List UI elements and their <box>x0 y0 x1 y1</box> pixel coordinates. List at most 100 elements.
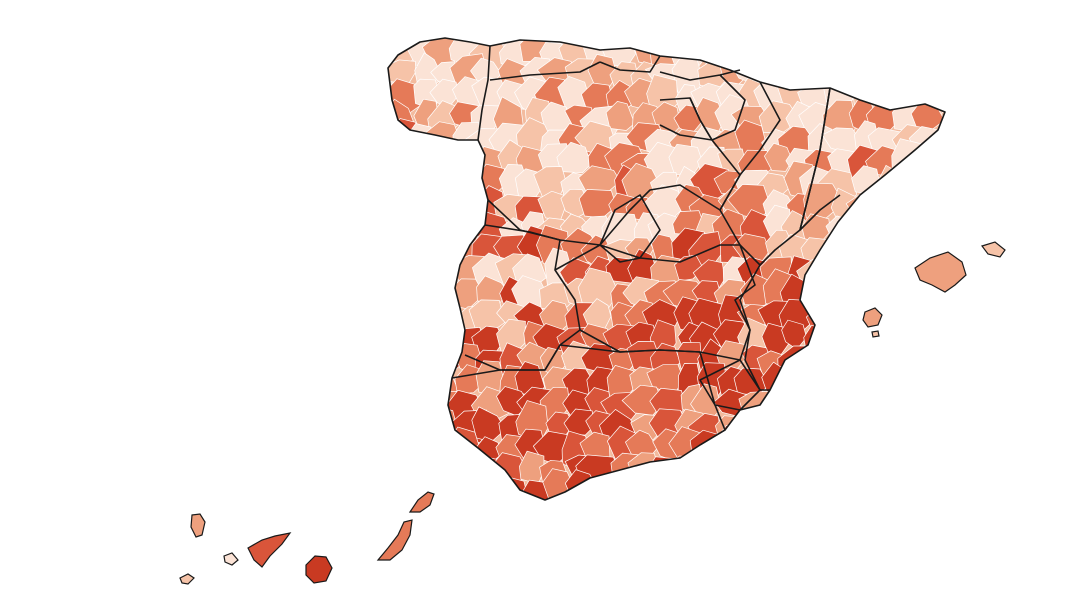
island-la-gomera <box>223 552 239 566</box>
border-basque <box>659 69 741 81</box>
territorial-unit <box>869 385 907 418</box>
territorial-unit <box>693 38 735 43</box>
territorial-unit <box>425 276 460 313</box>
territorial-unit <box>909 449 943 485</box>
territorial-unit <box>427 450 461 485</box>
territorial-unit <box>757 457 791 487</box>
territorial-unit <box>780 38 815 52</box>
territorial-unit <box>426 210 463 246</box>
territorial-unit <box>802 458 840 490</box>
territorial-unit <box>843 476 883 500</box>
territorial-unit <box>413 256 443 284</box>
territorial-unit <box>388 276 414 306</box>
territorial-unit <box>449 163 486 196</box>
territorial-unit <box>408 389 439 424</box>
territorial-unit <box>820 367 864 393</box>
territorial-unit <box>827 320 863 355</box>
territorial-unit <box>889 371 932 401</box>
territorial-unit <box>761 59 793 87</box>
territorial-unit <box>810 38 838 46</box>
territorial-unit <box>744 40 776 72</box>
territorial-unit <box>777 449 819 483</box>
territorial-unit <box>388 164 403 202</box>
territorial-unit <box>424 322 469 350</box>
territorial-unit <box>914 338 944 375</box>
region-borders <box>387 37 946 501</box>
border-catalonia <box>799 87 841 231</box>
territorial-unit <box>911 360 943 398</box>
island-ibiza <box>862 307 883 328</box>
territorial-unit <box>912 212 945 238</box>
territorial-unit <box>872 369 908 402</box>
border-andalucia <box>451 344 726 446</box>
territorial-unit <box>906 411 945 440</box>
territorial-unit <box>865 38 899 71</box>
territorial-unit <box>679 38 708 45</box>
territorial-unit <box>632 38 662 51</box>
territorial-unit <box>388 458 423 489</box>
territorial-unit <box>388 475 399 500</box>
territorial-unit <box>873 214 905 242</box>
territorial-unit <box>388 384 395 422</box>
territorial-unit <box>782 427 816 457</box>
territorial-unit <box>896 430 924 459</box>
territorial-unit <box>893 230 919 271</box>
territorial-unit <box>804 391 843 423</box>
territorial-unit <box>696 450 727 487</box>
territorial-unit <box>865 183 899 220</box>
territorial-unit <box>388 138 419 180</box>
island-mallorca <box>914 251 967 293</box>
territorial-unit <box>762 427 790 468</box>
territorial-unit <box>695 477 725 500</box>
territorial-unit <box>455 475 485 500</box>
territorial-unit <box>388 321 401 350</box>
border-galicia <box>477 45 491 141</box>
island-lanzarote <box>408 491 435 513</box>
territorial-unit <box>586 477 617 500</box>
territorial-unit <box>874 325 900 354</box>
territorial-unit <box>735 460 774 488</box>
territorial-unit <box>819 258 856 286</box>
territorial-unit <box>407 367 440 400</box>
territorial-unit <box>831 57 863 90</box>
island-formentera <box>871 330 880 338</box>
territorial-unit <box>388 261 402 290</box>
territorial-unit <box>388 38 406 49</box>
territorial-unit <box>887 303 924 334</box>
territorial-unit <box>763 142 793 172</box>
territorial-unit <box>831 477 860 500</box>
territorial-unit <box>822 427 857 463</box>
territorial-unit <box>388 211 394 242</box>
territorial-unit <box>652 38 686 52</box>
territorial-unit <box>388 192 399 230</box>
territorial-unit <box>805 436 837 469</box>
territorial-unit <box>388 196 422 222</box>
territorial-unit <box>914 295 945 335</box>
border-madrid <box>599 194 661 263</box>
territorial-unit <box>921 141 945 175</box>
territorial-unit <box>388 338 414 373</box>
territorial-unit <box>563 408 594 436</box>
territorial-unit <box>823 451 855 487</box>
border-valencia <box>739 264 770 391</box>
territorial-unit <box>449 457 492 491</box>
territorial-unit <box>866 410 898 439</box>
island-gran-canaria <box>305 555 333 584</box>
territorial-unit <box>846 383 875 423</box>
territorial-unit <box>410 321 445 354</box>
territorial-unit <box>781 382 823 421</box>
territorial-unit <box>388 304 398 331</box>
territorial-unit <box>388 151 396 180</box>
territorial-unit <box>388 410 417 447</box>
territorial-unit <box>401 211 442 241</box>
territorial-unit <box>388 38 418 47</box>
territorial-unit <box>753 38 791 78</box>
territorial-unit <box>407 236 436 263</box>
territorial-unit <box>475 476 500 500</box>
territorial-unit <box>393 257 418 287</box>
territorial-unit <box>888 187 929 226</box>
territorial-unit <box>892 282 920 314</box>
territorial-unit <box>716 38 742 46</box>
territorial-unit <box>819 38 865 73</box>
